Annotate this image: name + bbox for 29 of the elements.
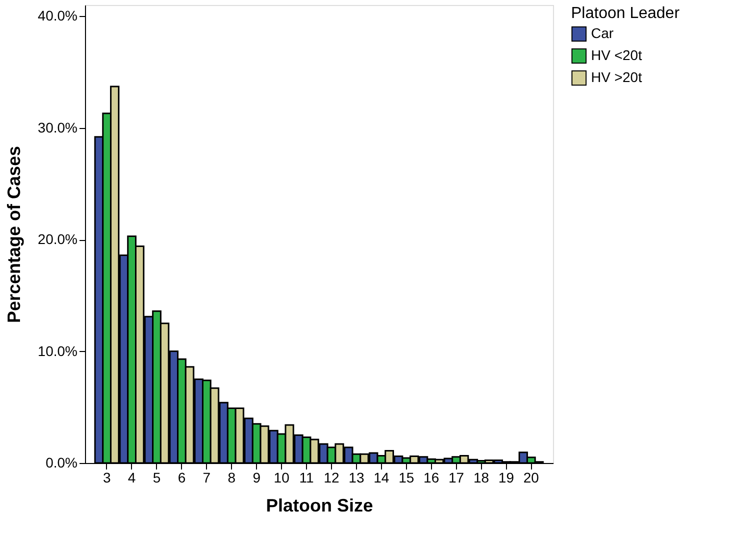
y-tick-label: 40.0% [38,8,78,24]
x-tick-label: 5 [152,470,161,486]
x-tick-label: 17 [448,470,464,486]
x-tick-label: 18 [473,470,490,486]
x-tick-label: 14 [374,470,390,486]
x-tick-label: 3 [102,470,111,486]
x-tick-label: 9 [252,470,261,486]
x-tick-label: 16 [424,470,440,486]
x-tick-label: 12 [324,470,340,486]
x-tick-label: 15 [398,470,414,486]
legend-label: HV >20t [591,69,642,85]
y-tick-label: 30.0% [38,119,78,136]
x-tick-label: 8 [228,470,236,486]
legend-label: HV <20t [591,47,642,63]
x-axis-title: Platoon Size [266,496,374,516]
legend-label: Car [591,25,614,41]
x-tick-label: 11 [299,470,314,486]
x-tick-label: 19 [498,470,514,486]
y-tick-label: 0.0% [46,454,78,470]
x-tick-label: 10 [274,470,290,486]
y-tick-label: 10.0% [38,342,78,359]
x-tick-label: 20 [523,470,540,486]
x-tick-label: 13 [348,470,364,486]
legend-title: Platoon Leader [571,5,680,22]
y-axis-title: Percentage of Cases [4,146,24,324]
y-tick-label: 20.0% [38,231,78,248]
x-tick-label: 6 [178,470,186,486]
x-tick-label: 4 [128,470,136,486]
x-tick-label: 7 [202,470,211,486]
